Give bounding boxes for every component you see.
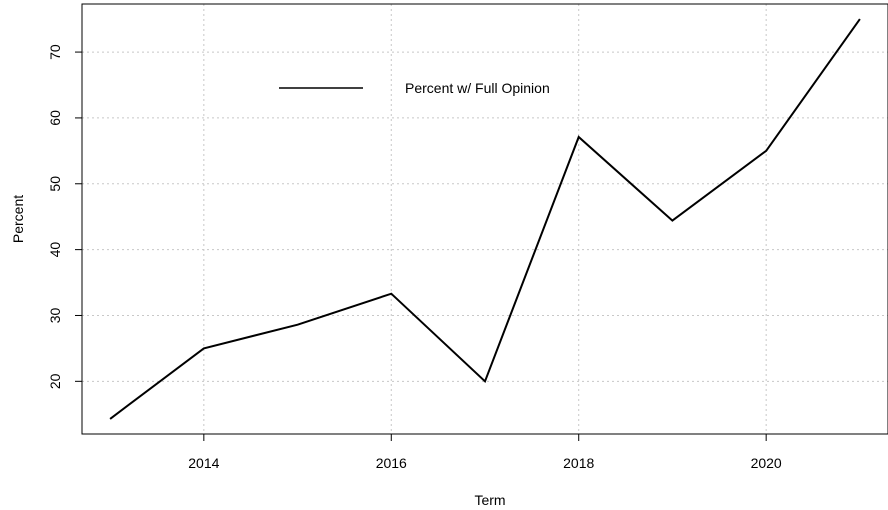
legend-label: Percent w/ Full Opinion <box>405 80 550 96</box>
x-tick-label: 2016 <box>376 455 407 471</box>
x-axis: 2014 2016 2018 2020 <box>188 434 782 471</box>
grid-lines <box>82 4 888 434</box>
y-tick-label: 40 <box>47 242 63 258</box>
y-axis-title: Percent <box>10 195 26 243</box>
x-tick-label: 2018 <box>563 455 594 471</box>
y-tick-label: 60 <box>47 110 63 126</box>
series-line-percent-full-opinion <box>109 18 861 420</box>
plot-background <box>82 4 888 434</box>
y-axis: 20 30 40 50 60 70 <box>47 44 82 389</box>
legend: Percent w/ Full Opinion <box>279 80 550 96</box>
y-tick-label: 50 <box>47 176 63 192</box>
x-tick-label: 2014 <box>188 455 219 471</box>
y-tick-label: 20 <box>47 373 63 389</box>
plot-frame <box>81 3 888 435</box>
y-tick-label: 70 <box>47 44 63 60</box>
x-axis-title: Term <box>474 492 505 508</box>
x-tick-label: 2020 <box>751 455 782 471</box>
y-tick-label: 30 <box>47 307 63 323</box>
